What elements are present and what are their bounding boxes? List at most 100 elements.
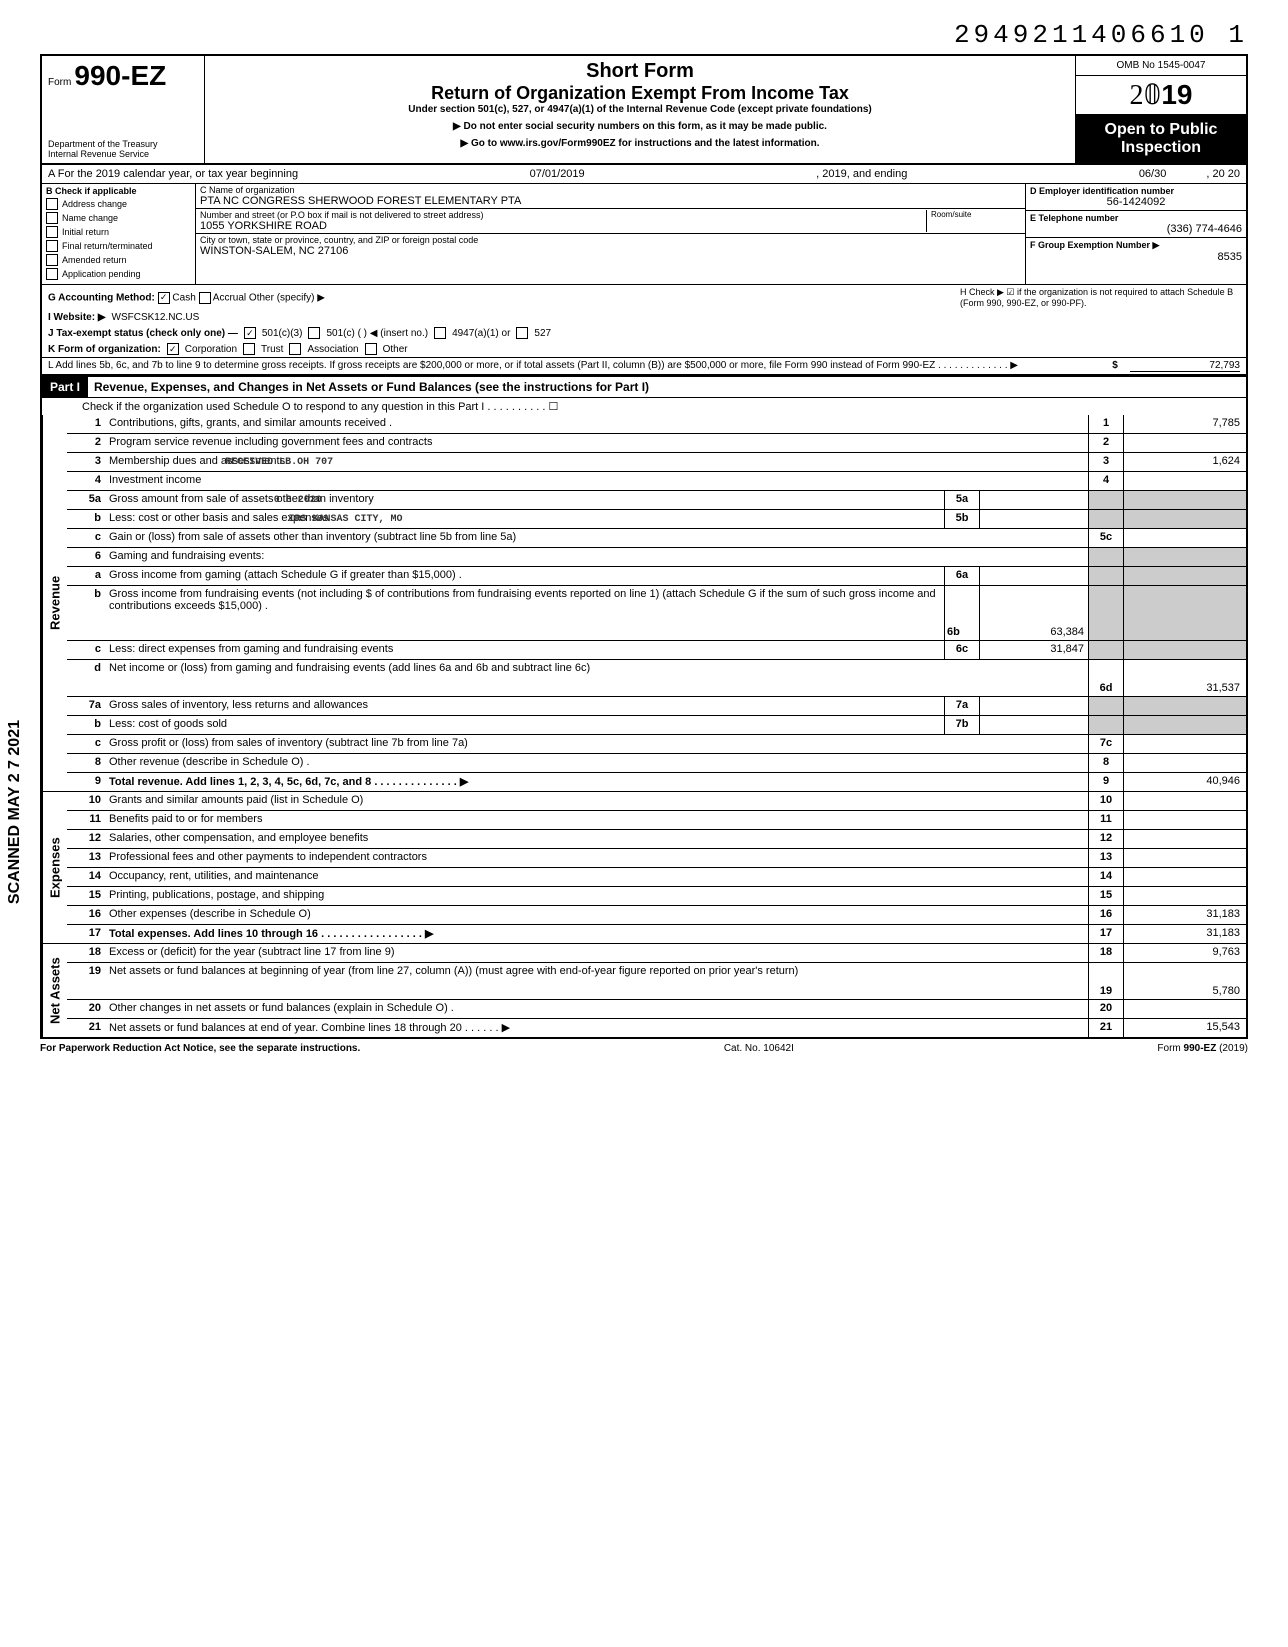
- footer-right: Form 990-EZ (2019): [1157, 1043, 1248, 1054]
- main-table: Revenue 1Contributions, gifts, grants, a…: [40, 415, 1248, 1039]
- label-ein: D Employer identification number: [1030, 186, 1174, 196]
- line-2-value: [1123, 434, 1246, 452]
- label-city: City or town, state or province, country…: [200, 235, 1021, 245]
- checkbox-initial-return[interactable]: [46, 226, 58, 238]
- line-7b-text: Less: cost of goods sold: [105, 716, 944, 734]
- line-5a-text: Gross amount from sale of assets other t…: [105, 491, 944, 509]
- line-6-text: Gaming and fundraising events:: [105, 548, 1088, 566]
- checkbox-name-change[interactable]: [46, 212, 58, 224]
- section-revenue-label: Revenue: [42, 415, 67, 791]
- line-7a-text: Gross sales of inventory, less returns a…: [105, 697, 944, 715]
- line-16-value: 31,183: [1123, 906, 1246, 924]
- footer-mid: Cat. No. 10642I: [724, 1043, 794, 1054]
- line-l-text: L Add lines 5b, 6c, and 7b to line 9 to …: [48, 360, 1100, 372]
- line-6b-text: Gross income from fundraising events (no…: [105, 586, 944, 640]
- line-12-text: Salaries, other compensation, and employ…: [105, 830, 1088, 848]
- line-5c-value: [1123, 529, 1246, 547]
- line-17-value: 31,183: [1123, 925, 1246, 943]
- line-10-text: Grants and similar amounts paid (list in…: [105, 792, 1088, 810]
- subtitle: Under section 501(c), 527, or 4947(a)(1)…: [209, 104, 1071, 115]
- dept-treasury: Department of the Treasury: [48, 139, 198, 149]
- section-netassets-label: Net Assets: [42, 944, 67, 1037]
- line-6a-text: Gross income from gaming (attach Schedul…: [105, 567, 944, 585]
- website-value: WSFCSK12.NC.US: [112, 312, 200, 323]
- line-a-mid: , 2019, and ending: [816, 168, 907, 180]
- document-id: 2949211406610 1: [40, 20, 1248, 50]
- label-org-name: C Name of organization: [200, 185, 1021, 195]
- line-8-text: Other revenue (describe in Schedule O) .: [105, 754, 1088, 772]
- line-2-text: Program service revenue including govern…: [105, 434, 1088, 452]
- label-other-specify: Other (specify) ▶: [249, 292, 325, 303]
- checkbox-application-pending[interactable]: [46, 268, 58, 280]
- line-5c-text: Gain or (loss) from sale of assets other…: [105, 529, 1088, 547]
- info-block: B Check if applicable Address change Nam…: [40, 184, 1248, 285]
- checkbox-other-org[interactable]: [365, 343, 377, 355]
- label-group-exemption: F Group Exemption Number ▶: [1030, 240, 1159, 250]
- short-form-label: Short Form: [209, 60, 1071, 83]
- checkbox-4947a1[interactable]: [434, 327, 446, 339]
- part-1-label: Part I: [42, 377, 88, 397]
- tax-year-begin: 07/01/2019: [530, 168, 585, 180]
- checkbox-trust[interactable]: [243, 343, 255, 355]
- form-header: Form 990-EZ Department of the Treasury I…: [40, 54, 1248, 165]
- part-1-check-text: Check if the organization used Schedule …: [40, 398, 1248, 415]
- org-name: PTA NC CONGRESS SHERWOOD FOREST ELEMENTA…: [200, 195, 1021, 207]
- line-6d-text: Net income or (loss) from gaming and fun…: [105, 660, 1088, 696]
- checkbox-address-change[interactable]: [46, 198, 58, 210]
- meta-rows: G Accounting Method: ✓ Cash Accrual Othe…: [40, 285, 1248, 358]
- checkbox-501c3[interactable]: ✓: [244, 327, 256, 339]
- line-19-value: 5,780: [1123, 963, 1246, 999]
- checkbox-accrual[interactable]: [199, 292, 211, 304]
- label-tax-exempt: J Tax-exempt status (check only one) —: [48, 328, 238, 339]
- line-21-text: Net assets or fund balances at end of ye…: [105, 1019, 1088, 1037]
- part-1-header: Part I Revenue, Expenses, and Changes in…: [40, 375, 1248, 398]
- line-13-text: Professional fees and other payments to …: [105, 849, 1088, 867]
- ein-value: 56-1424092: [1030, 196, 1242, 208]
- line-6c-value: 31,847: [979, 641, 1088, 659]
- line-9-value: 40,946: [1123, 773, 1246, 791]
- open-to-public: Open to Public Inspection: [1076, 115, 1246, 163]
- checkbox-501c[interactable]: [308, 327, 320, 339]
- line-9-text: Total revenue. Add lines 1, 2, 3, 4, 5c,…: [105, 773, 1088, 791]
- label-street: Number and street (or P.O box if mail is…: [200, 210, 926, 220]
- line-6c-text: Less: direct expenses from gaming and fu…: [105, 641, 944, 659]
- line-21-value: 15,543: [1123, 1019, 1246, 1037]
- tax-year-end: 06/30: [1139, 168, 1167, 180]
- line-a: A For the 2019 calendar year, or tax yea…: [40, 165, 1248, 184]
- form-number: 990-EZ: [74, 60, 166, 91]
- line-a-prefix: A For the 2019 calendar year, or tax yea…: [48, 168, 298, 180]
- part-1-title: Revenue, Expenses, and Changes in Net As…: [88, 380, 649, 394]
- checkbox-527[interactable]: [516, 327, 528, 339]
- col-b-header: B Check if applicable: [46, 186, 191, 196]
- city-state-zip: WINSTON-SALEM, NC 27106: [200, 245, 1021, 257]
- line-8-value: [1123, 754, 1246, 772]
- dept-irs: Internal Revenue Service: [48, 149, 198, 159]
- line-a-suffix: , 20 20: [1206, 168, 1240, 180]
- line-3-text: Membership dues and assessmentsRECEIVED …: [105, 453, 1088, 471]
- line-l-amount: 72,793: [1130, 360, 1240, 372]
- line-15-text: Printing, publications, postage, and shi…: [105, 887, 1088, 905]
- checkbox-corporation[interactable]: ✓: [167, 343, 179, 355]
- line-18-value: 9,763: [1123, 944, 1246, 962]
- line-20-text: Other changes in net assets or fund bala…: [105, 1000, 1088, 1018]
- line-18-text: Excess or (deficit) for the year (subtra…: [105, 944, 1088, 962]
- checkbox-association[interactable]: [289, 343, 301, 355]
- line-1-value: 7,785: [1123, 415, 1246, 433]
- line-6b-value: 63,384: [979, 586, 1088, 640]
- line-6d-value: 31,537: [1123, 660, 1246, 696]
- line-4-text: Investment income: [105, 472, 1088, 490]
- scanned-stamp: SCANNED MAY 2 7 2021: [6, 720, 24, 904]
- line-14-text: Occupancy, rent, utilities, and maintena…: [105, 868, 1088, 886]
- line-3-value: 1,624: [1123, 453, 1246, 471]
- checkbox-cash[interactable]: ✓: [158, 292, 170, 304]
- line-5b-text: Less: cost or other basis and sales expe…: [105, 510, 944, 528]
- line-1-text: Contributions, gifts, grants, and simila…: [105, 415, 1088, 433]
- line-4-value: [1123, 472, 1246, 490]
- label-form-org: K Form of organization:: [48, 344, 161, 355]
- footer-left: For Paperwork Reduction Act Notice, see …: [40, 1043, 360, 1054]
- label-website: I Website: ▶: [48, 312, 106, 323]
- instruction-1: ▶ Do not enter social security numbers o…: [209, 121, 1071, 132]
- label-accounting-method: G Accounting Method:: [48, 292, 155, 303]
- checkbox-amended-return[interactable]: [46, 254, 58, 266]
- checkbox-final-return[interactable]: [46, 240, 58, 252]
